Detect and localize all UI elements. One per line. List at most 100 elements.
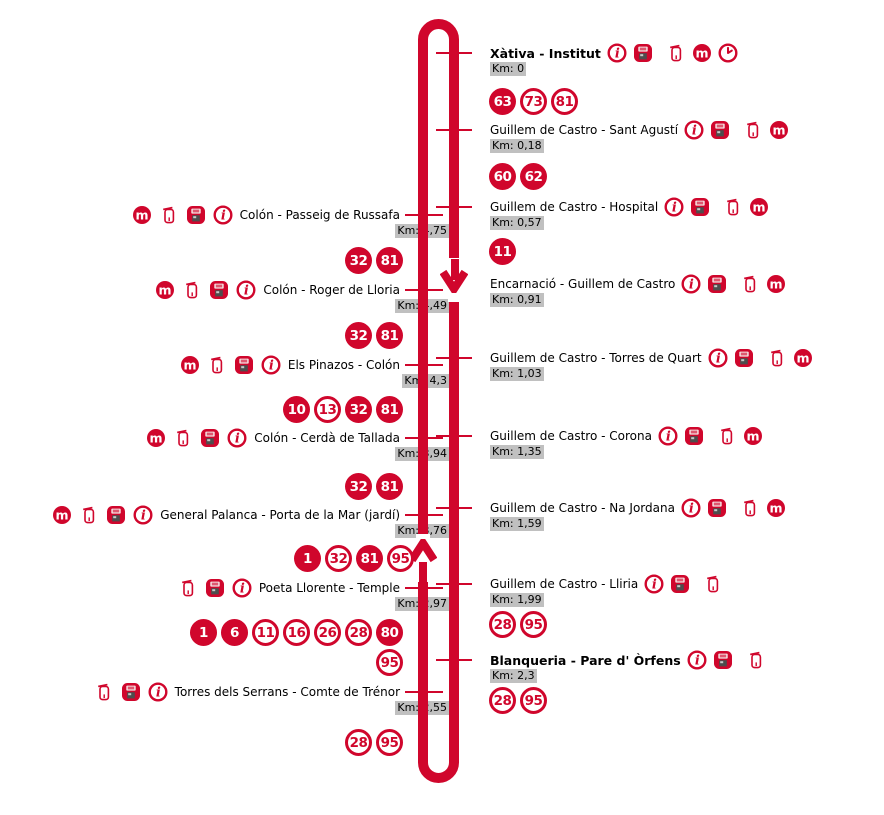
line-badge[interactable]: 1	[190, 619, 217, 646]
stop-name: Guillem de Castro - Hospital	[490, 200, 659, 214]
clock-icon	[718, 43, 738, 63]
svg-text:m: m	[796, 350, 809, 365]
info-icon[interactable]: i	[644, 574, 664, 594]
stop-post-icon	[79, 505, 99, 525]
stop-tick	[436, 659, 472, 661]
info-icon[interactable]: i	[708, 348, 728, 368]
info-icon[interactable]: i	[236, 280, 256, 300]
line-badge[interactable]: 32	[345, 322, 372, 349]
stop-post-icon	[207, 355, 227, 375]
machine-icon	[106, 505, 126, 525]
info-icon[interactable]: i	[607, 43, 627, 63]
connections-row: 10 13 32 81	[283, 396, 403, 423]
svg-text:m: m	[695, 45, 708, 60]
connections-row: 60 62	[489, 163, 547, 190]
svg-text:i: i	[689, 278, 694, 293]
stop-tick	[436, 129, 472, 131]
up-arrow-dash	[419, 562, 427, 582]
machine-icon	[707, 498, 727, 518]
line-badge[interactable]: 81	[376, 247, 403, 274]
stop-tick	[405, 364, 443, 366]
svg-text:i: i	[692, 124, 697, 139]
line-badge[interactable]: 28	[345, 729, 372, 756]
line-badge[interactable]: 11	[489, 238, 516, 265]
info-icon[interactable]: i	[664, 197, 684, 217]
line-badge[interactable]: 10	[283, 396, 310, 423]
line-badge[interactable]: 60	[489, 163, 516, 190]
stop-name: Guillem de Castro - Na Jordana	[490, 501, 675, 515]
stop-name: Torres dels Serrans - Comte de Trénor	[174, 685, 400, 699]
metro-icon: m	[749, 197, 769, 217]
route-line	[418, 19, 459, 783]
metro-icon: m	[793, 348, 813, 368]
machine-icon	[200, 428, 220, 448]
line-badge[interactable]: 11	[252, 619, 279, 646]
line-badge[interactable]: 95	[520, 687, 547, 714]
line-badge[interactable]: 81	[356, 545, 383, 572]
svg-text:i: i	[672, 201, 677, 216]
line-badge[interactable]: 32	[345, 247, 372, 274]
line-badge[interactable]: 95	[387, 545, 414, 572]
info-icon[interactable]: i	[658, 426, 678, 446]
info-icon[interactable]: i	[227, 428, 247, 448]
svg-text:i: i	[240, 582, 245, 597]
info-icon[interactable]: i	[232, 578, 252, 598]
info-icon[interactable]: i	[133, 505, 153, 525]
metro-icon: m	[766, 498, 786, 518]
info-icon[interactable]: i	[684, 120, 704, 140]
line-badge[interactable]: 81	[376, 396, 403, 423]
line-badge[interactable]: 28	[489, 611, 516, 638]
line-badge[interactable]: 6	[221, 619, 248, 646]
connections-row: 28 95	[489, 687, 547, 714]
metro-icon: m	[180, 355, 200, 375]
stop-name: Blanqueria - Pare d' Òrfens	[490, 652, 681, 668]
metro-icon: m	[155, 280, 175, 300]
info-icon[interactable]: i	[681, 274, 701, 294]
line-badge[interactable]: 63	[489, 88, 516, 115]
svg-text:i: i	[269, 359, 274, 374]
line-badge[interactable]: 73	[520, 88, 547, 115]
line-badge[interactable]: 1	[294, 545, 321, 572]
stop-tick	[405, 214, 443, 216]
info-icon[interactable]: i	[687, 650, 707, 670]
stop-post-icon	[723, 197, 743, 217]
line-badge[interactable]: 32	[325, 545, 352, 572]
svg-text:m: m	[769, 500, 782, 515]
line-badge[interactable]: 62	[520, 163, 547, 190]
connections-row: 32 81	[345, 247, 403, 274]
line-badge[interactable]: 95	[520, 611, 547, 638]
stop-name: Guillem de Castro - Lliria	[490, 577, 639, 591]
km-label: Km: 1,03	[490, 367, 544, 381]
line-badge[interactable]: 80	[376, 619, 403, 646]
line-badge[interactable]: 26	[314, 619, 341, 646]
svg-text:i: i	[244, 284, 249, 299]
machine-icon	[690, 197, 710, 217]
line-badge[interactable]: 32	[345, 396, 372, 423]
km-label: Km: 1,99	[490, 593, 544, 607]
line-badge[interactable]: 95	[376, 649, 403, 676]
metro-icon: m	[692, 43, 712, 63]
km-label: Km: 2,3	[490, 669, 537, 683]
line-badge[interactable]: 28	[345, 619, 372, 646]
line-badge[interactable]: 16	[283, 619, 310, 646]
line-badge[interactable]: 81	[376, 473, 403, 500]
stop-row: m i General Palanca - Porta de la Mar (jar…	[52, 505, 400, 525]
line-badge[interactable]: 81	[551, 88, 578, 115]
line-badge[interactable]: 95	[376, 729, 403, 756]
info-icon[interactable]: i	[681, 498, 701, 518]
line-badge[interactable]: 32	[345, 473, 372, 500]
stop-row: m i Colón - Passeig de Russafa	[132, 205, 400, 225]
line-badge[interactable]: 28	[489, 687, 516, 714]
info-icon[interactable]: i	[213, 205, 233, 225]
svg-text:i: i	[141, 509, 146, 524]
line-badge[interactable]: 13	[314, 396, 341, 423]
info-icon[interactable]: i	[148, 682, 168, 702]
info-icon[interactable]: i	[261, 355, 281, 375]
stop-row: i Poeta Llorente - Temple	[178, 578, 400, 598]
stop-name: Guillem de Castro - Corona	[490, 429, 652, 443]
line-badge[interactable]: 81	[376, 322, 403, 349]
svg-text:m: m	[770, 276, 783, 291]
stop-post-icon	[740, 498, 760, 518]
machine-icon	[186, 205, 206, 225]
stop-name: Colón - Passeig de Russafa	[239, 208, 400, 222]
